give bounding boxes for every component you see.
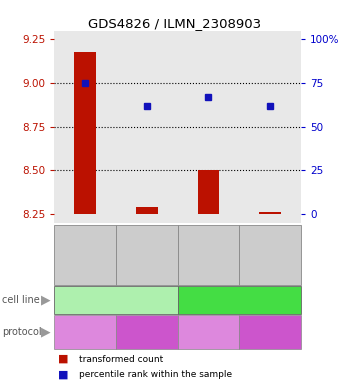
Text: control: control xyxy=(71,328,99,337)
Text: ARID1A
depletion: ARID1A depletion xyxy=(128,323,166,342)
Text: ■: ■ xyxy=(58,369,68,379)
Text: protocol: protocol xyxy=(2,327,41,337)
Bar xyxy=(198,170,219,214)
Text: ARID1A
depletion: ARID1A depletion xyxy=(251,323,289,342)
Text: percentile rank within the sample: percentile rank within the sample xyxy=(79,370,232,379)
Text: GSM925599: GSM925599 xyxy=(204,228,213,283)
Text: ▶: ▶ xyxy=(41,293,50,306)
Text: IOSE80pc: IOSE80pc xyxy=(211,293,267,306)
Bar xyxy=(136,207,158,214)
Text: ▶: ▶ xyxy=(41,326,50,339)
Text: control: control xyxy=(194,328,223,337)
Text: transformed count: transformed count xyxy=(79,354,163,364)
Bar xyxy=(74,52,96,214)
Text: GSM925600: GSM925600 xyxy=(266,228,275,283)
Text: GDS4826 / ILMN_2308903: GDS4826 / ILMN_2308903 xyxy=(89,17,261,30)
Bar xyxy=(259,212,281,214)
Text: cell line: cell line xyxy=(2,295,40,305)
Text: ■: ■ xyxy=(58,354,68,364)
Text: OSE4: OSE4 xyxy=(100,293,132,306)
Text: GSM925597: GSM925597 xyxy=(80,228,90,283)
Text: GSM925598: GSM925598 xyxy=(142,228,151,283)
